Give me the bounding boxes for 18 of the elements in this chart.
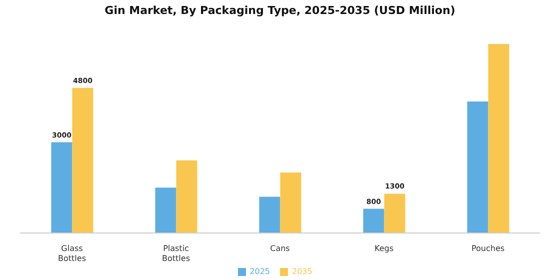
bar xyxy=(384,194,406,233)
legend-label: 2035 xyxy=(292,267,312,276)
x-tick-label: Plastic Bottles xyxy=(162,244,190,263)
x-tick-label: Pouches xyxy=(471,244,505,253)
x-tick-label: Kegs xyxy=(374,244,394,253)
bar xyxy=(280,172,302,233)
bar xyxy=(488,44,510,233)
bar xyxy=(155,188,176,233)
x-tick-label: Cans xyxy=(270,244,290,253)
x-tick-label: Glass Bottles xyxy=(58,244,86,263)
bar xyxy=(51,142,72,233)
bar xyxy=(467,101,488,233)
bar xyxy=(363,208,384,233)
bar xyxy=(259,196,280,233)
legend-label: 2025 xyxy=(250,267,270,276)
chart-title: Gin Market, By Packaging Type, 2025-2035 (USD Million) xyxy=(104,3,456,19)
bar xyxy=(176,160,198,233)
bar xyxy=(72,88,94,233)
